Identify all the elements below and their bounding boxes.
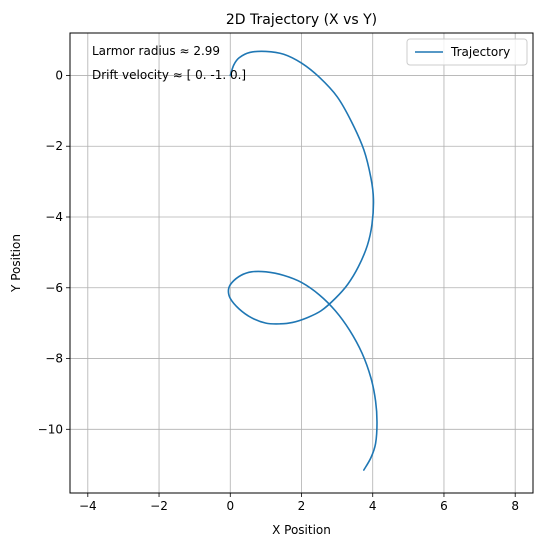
series-layer <box>227 50 378 471</box>
legend-label-trajectory: Trajectory <box>450 45 510 59</box>
y-tick-label: 0 <box>55 68 63 82</box>
legend: Trajectory <box>406 38 528 66</box>
y-tick-label: −10 <box>38 422 63 436</box>
y-tick-label: −8 <box>45 352 63 366</box>
y-tick-label: −4 <box>45 210 63 224</box>
x-tick-label: −4 <box>79 499 97 513</box>
x-tick-label: −2 <box>150 499 168 513</box>
y-tick-label: −2 <box>45 139 63 153</box>
x-tick-label: 6 <box>440 499 448 513</box>
grid-lines <box>70 33 533 493</box>
annotation-larmor-radius: Larmor radius ≈ 2.99 <box>92 44 220 58</box>
y-axis-title: Y Position <box>9 234 23 293</box>
annotation-drift-velocity: Drift velocity ≈ [ 0. -1. 0.] <box>92 68 246 82</box>
x-tick-label: 2 <box>298 499 306 513</box>
y-tick-label: −6 <box>45 281 63 295</box>
x-tick-label: 4 <box>369 499 377 513</box>
series-line-trajectory <box>227 50 378 471</box>
x-tick-label: 0 <box>226 499 234 513</box>
chart-title: 2D Trajectory (X vs Y) <box>226 12 377 28</box>
x-tick-label: 8 <box>511 499 519 513</box>
legend-box <box>406 38 528 66</box>
x-axis-title: X Position <box>272 523 331 537</box>
tick-layer: −4 −2 0 2 4 6 8 0 −2 −4 −6 −8 −10 <box>38 68 519 513</box>
